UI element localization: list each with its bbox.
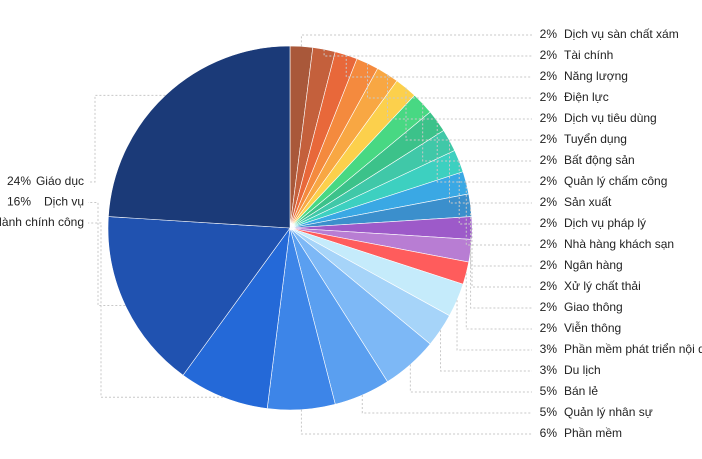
legend-label: Nhà hàng khách sạn [564,237,674,251]
leader-line [471,228,532,288]
legend-label: Tuyển dụng [564,132,627,146]
leader-line [300,409,532,435]
value-label: 3% [540,342,558,356]
leader-line [88,94,166,183]
leader-line [387,74,532,120]
leader-line [458,161,532,225]
leader-line [88,202,126,306]
legend-label: Giao thông [564,300,623,314]
legend-label: Dịch vụ sàn chất xám [564,27,679,41]
legend-label: Phần mềm phát triển nội dung [564,342,702,356]
legend-label: Tài chính [564,48,613,62]
legend-label: Điện lực [564,90,609,104]
leader-line [366,63,532,99]
value-label: 5% [540,405,558,419]
value-label: 2% [540,216,558,230]
value-label: 2% [540,153,558,167]
legend-label: Quản lý chấm công [564,174,667,188]
value-label: 2% [540,69,558,83]
legend-label: Dịch vụ pháp lý [564,216,646,230]
value-label: 2% [540,111,558,125]
legend-label: Sản xuất [564,195,612,209]
leader-line [345,54,532,78]
leader-line [465,273,532,330]
value-label: 2% [540,321,558,335]
value-label: 24% [7,174,31,188]
value-label: 2% [540,174,558,188]
legend-label: Năng lượng [564,69,628,83]
leader-line [470,250,532,309]
legend-label: Bất động sản [564,153,635,167]
value-label: 2% [540,258,558,272]
value-label: 2% [540,90,558,104]
pie-slice [108,45,291,229]
value-label: 16% [7,195,31,209]
legend-label: Dịch vụ [44,195,84,209]
legend-label: Xử lý chất thải [564,279,641,293]
leader-line [465,182,532,246]
legend-label: Hành chính công [0,215,84,229]
value-label: 6% [540,426,558,440]
legend-label: Viễn thông [564,320,621,335]
leader-line [456,300,532,351]
value-label: 2% [540,279,558,293]
leader-line [361,395,532,414]
legend-label: Bán lẻ [564,384,598,398]
leader-line [323,49,532,57]
leader-line [448,140,532,204]
leader-line [436,121,532,183]
value-label: 5% [540,384,558,398]
value-label: 2% [540,132,558,146]
leader-line [405,87,532,141]
legend-label: Ngân hàng [564,258,623,272]
pie-slice [107,216,291,376]
value-label: 3% [540,363,558,377]
pie-slice [182,227,291,409]
value-label: 2% [540,27,558,41]
value-label: 2% [540,237,558,251]
leader-line [440,330,532,372]
legend-label: Du lịch [564,363,601,377]
legend-label: Giáo dục [36,174,84,188]
leader-line [422,103,532,162]
value-label: 2% [540,48,558,62]
legend-label: Quản lý nhân sự [564,405,653,419]
leader-line [88,222,224,398]
leader-line [470,205,532,267]
value-label: 2% [540,300,558,314]
legend-label: Dịch vụ tiêu dùng [564,111,657,125]
value-label: 2% [540,195,558,209]
leader-line [300,34,532,47]
legend-label: Phần mềm [564,426,622,440]
leader-line [409,364,532,393]
